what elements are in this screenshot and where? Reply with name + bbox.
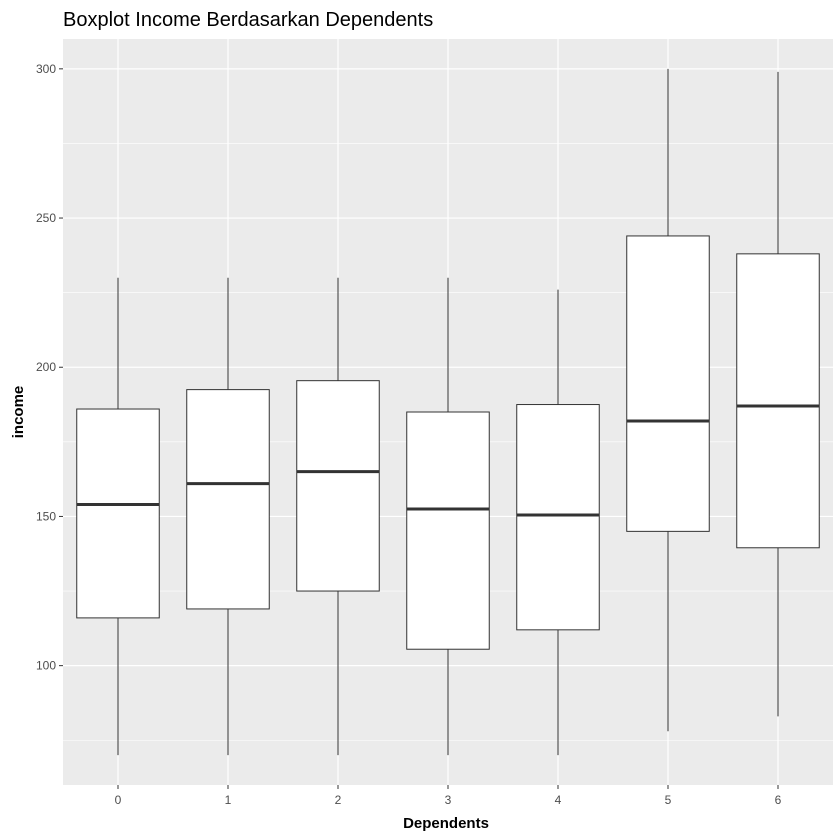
x-tick-label: 5 xyxy=(665,793,672,807)
iqr-box xyxy=(296,380,380,592)
iqr-box xyxy=(626,235,710,532)
y-tick-label: 250 xyxy=(36,211,56,225)
x-tick-label: 4 xyxy=(555,793,562,807)
axes-layer: 100 150 200 250 300 0 1 2 3 4 5 6 xyxy=(36,62,782,807)
box-6 xyxy=(736,71,820,717)
x-tick-label: 0 xyxy=(115,793,122,807)
y-tick-label: 150 xyxy=(36,509,56,523)
chart-title: Boxplot Income Berdasarkan Dependents xyxy=(63,9,433,31)
box-4 xyxy=(516,289,600,756)
box-3 xyxy=(406,277,490,756)
iqr-box xyxy=(736,253,820,549)
boxes-layer xyxy=(76,68,820,756)
box-1 xyxy=(186,277,270,756)
x-tick-label: 3 xyxy=(445,793,452,807)
x-axis-title: Dependents xyxy=(403,815,489,832)
iqr-box xyxy=(406,411,490,650)
iqr-box xyxy=(516,404,600,631)
iqr-box xyxy=(76,408,160,619)
x-tick-label: 2 xyxy=(335,793,342,807)
x-tick-label: 6 xyxy=(775,793,782,807)
iqr-box xyxy=(186,389,270,610)
y-tick-label: 300 xyxy=(36,62,56,76)
y-tick-label: 100 xyxy=(36,659,56,673)
y-axis-title: income xyxy=(10,386,27,439)
y-tick-label: 200 xyxy=(36,360,56,374)
box-5 xyxy=(626,68,710,732)
box-2 xyxy=(296,277,380,756)
x-tick-label: 1 xyxy=(225,793,232,807)
box-0 xyxy=(76,277,160,756)
